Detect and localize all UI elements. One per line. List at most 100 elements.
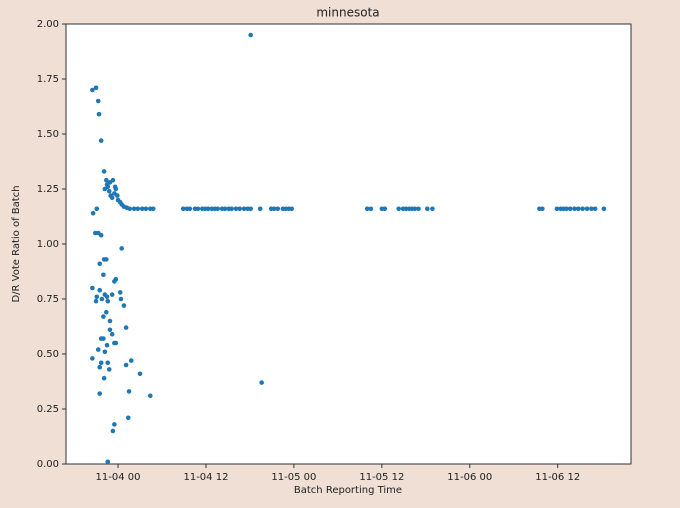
point [113,186,119,192]
point [102,349,108,355]
y-tick-label: 2.00 [37,19,59,30]
point [368,206,374,212]
point [104,257,109,262]
point [94,206,100,212]
point [110,177,116,183]
point [131,206,137,212]
x-tick-label: 11-04 00 [96,472,141,483]
point [119,246,124,251]
point [95,98,101,104]
point [101,314,106,319]
point [106,367,112,372]
point [143,206,149,212]
point [101,336,106,341]
point [589,206,594,212]
point [101,169,107,174]
point [540,206,545,212]
point [90,285,95,291]
y-tick-label: 1.25 [37,184,59,195]
point [93,298,99,304]
point [104,177,109,183]
point [104,294,110,300]
point [90,210,96,216]
point [564,206,569,212]
x-tick-label: 11-04 12 [183,472,228,483]
x-axis-label: Batch Reporting Time [294,485,402,496]
plot-area [65,23,632,465]
point [580,206,585,212]
point [109,331,115,337]
point [575,206,581,212]
point [99,296,105,302]
point [126,389,132,394]
point [105,360,111,366]
point [412,206,418,212]
point [424,206,430,212]
point [237,206,242,212]
point [121,303,127,308]
point [113,340,119,346]
y-tick-label: 0.25 [37,404,59,415]
point [101,272,106,278]
point [233,206,239,212]
point [95,347,101,352]
point [105,184,111,190]
point [147,393,153,399]
chart-title: minnesota [316,6,379,20]
point [416,206,421,212]
y-tick-label: 1.50 [37,129,59,140]
point [112,279,117,284]
point [382,206,388,212]
point [110,428,116,434]
point [135,206,141,212]
point [97,364,103,370]
point [118,296,124,302]
point [248,206,253,212]
point [137,371,143,377]
point [97,287,103,293]
y-tick-label: 1.75 [37,74,59,85]
point [90,87,95,93]
point [364,206,370,212]
point [117,290,123,295]
point [123,362,129,368]
x-tick-label: 11-06 12 [535,472,580,483]
point [222,206,228,212]
point [275,206,281,212]
point [105,298,111,304]
point [109,195,115,201]
point [90,356,95,361]
y-tick-label: 0.75 [37,294,59,305]
point [98,232,104,238]
point [150,206,156,212]
point [180,206,186,212]
point [430,206,435,212]
point [572,206,577,212]
point [257,206,263,212]
x-tick-label: 11-06 00 [447,472,492,483]
point [94,294,100,300]
x-tick-label: 11-05 00 [271,472,316,483]
point [241,206,247,212]
point [105,459,111,465]
point [554,206,560,212]
point [127,206,133,212]
point [97,261,103,267]
x-tick-label: 11-05 12 [359,472,404,483]
point [139,206,145,212]
point [259,380,264,385]
point [567,206,573,212]
point [229,206,234,212]
point [123,325,129,330]
point [112,422,117,427]
point [98,360,104,366]
point [187,206,193,212]
point [601,206,607,212]
point [114,193,120,198]
y-tick-label: 0.50 [37,349,59,360]
point [248,32,253,38]
y-tick-label: 0.00 [37,459,59,470]
point [271,206,277,212]
point [104,342,110,348]
